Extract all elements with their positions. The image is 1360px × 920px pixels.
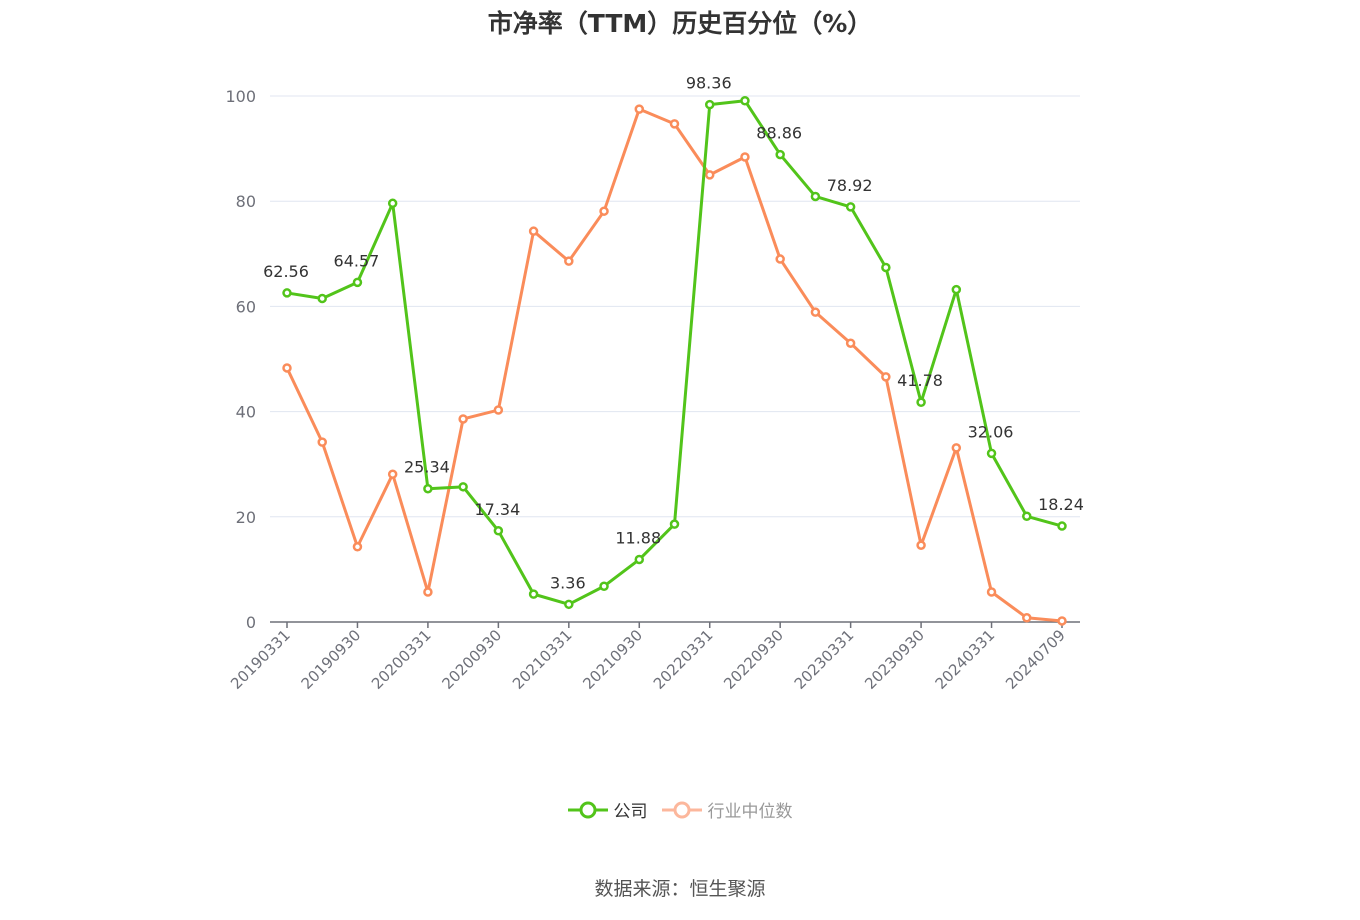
data-point[interactable] xyxy=(1022,613,1032,623)
chart-title: 市净率（TTM）历史百分位（%） xyxy=(487,9,873,38)
x-tick-label: 20190930 xyxy=(298,626,365,693)
y-tick-label: 0 xyxy=(246,613,256,632)
data-point[interactable] xyxy=(423,587,433,597)
data-point[interactable] xyxy=(669,119,680,129)
data-point[interactable] xyxy=(810,307,821,317)
data-label: 62.56 xyxy=(263,262,309,281)
data-point[interactable] xyxy=(845,338,856,348)
data-label: 18.24 xyxy=(1038,495,1084,514)
data-point[interactable] xyxy=(387,469,398,479)
data-point[interactable] xyxy=(458,414,468,424)
data-point[interactable] xyxy=(669,519,680,529)
data-point[interactable] xyxy=(458,482,468,492)
company-line-marker-icon xyxy=(567,801,608,818)
data-point[interactable] xyxy=(916,397,926,407)
data-point[interactable] xyxy=(352,542,363,552)
y-tick-label: 80 xyxy=(236,192,256,211)
x-tick-label: 20220930 xyxy=(720,626,787,693)
data-label: 3.36 xyxy=(550,573,586,592)
data-label: 88.86 xyxy=(756,124,802,143)
data-label: 41.78 xyxy=(897,371,943,390)
y-tick-label: 20 xyxy=(236,508,256,527)
data-label: 17.34 xyxy=(474,500,520,519)
line-chart: 0 20 40 60 80 100 20190331 20190930 20200331 2020… xyxy=(225,74,1084,693)
data-label: 25.34 xyxy=(404,458,450,477)
industry-line-marker-icon xyxy=(661,801,702,818)
data-point[interactable] xyxy=(1057,616,1067,626)
y-tick-label: 100 xyxy=(225,87,256,106)
data-point[interactable] xyxy=(528,226,539,236)
data-label: 78.92 xyxy=(827,176,873,195)
y-tick-label: 40 xyxy=(236,403,256,422)
x-tick-label: 20230930 xyxy=(861,626,928,693)
data-point[interactable] xyxy=(704,99,715,110)
data-point[interactable] xyxy=(740,95,750,106)
data-point[interactable] xyxy=(986,587,997,597)
data-point[interactable] xyxy=(599,206,609,216)
x-tick-label: 20240709 xyxy=(1002,626,1069,693)
legend-item-industry[interactable]: 行业中位数 xyxy=(661,797,793,822)
data-point[interactable] xyxy=(1022,511,1032,522)
data-point[interactable] xyxy=(493,526,504,536)
legend-label-company: 公司 xyxy=(613,802,648,822)
data-point[interactable] xyxy=(634,554,645,565)
legend-item-company[interactable]: 公司 xyxy=(567,797,648,822)
data-point[interactable] xyxy=(775,254,785,264)
data-point[interactable] xyxy=(951,443,962,453)
data-point[interactable] xyxy=(775,149,785,160)
data-point[interactable] xyxy=(881,372,891,382)
data-label: 98.36 xyxy=(686,74,732,93)
data-point[interactable] xyxy=(916,540,926,550)
data-label: 11.88 xyxy=(615,529,661,548)
data-point[interactable] xyxy=(564,256,574,266)
x-tick-label: 20240331 xyxy=(932,626,999,693)
data-point[interactable] xyxy=(951,284,962,295)
data-point[interactable] xyxy=(740,152,750,162)
series-company: 62.56 64.57 25.34 17.34 3.36 11.88 98.36 88.86 7… xyxy=(263,74,1084,610)
chart-legend: 公司 行业中位数 xyxy=(0,797,1360,822)
x-tick-label: 20210930 xyxy=(579,626,646,693)
x-tick-label: 20220331 xyxy=(650,626,717,693)
x-tick-label: 20200331 xyxy=(368,626,435,693)
data-point[interactable] xyxy=(282,363,292,373)
data-point[interactable] xyxy=(599,581,609,591)
data-point[interactable] xyxy=(387,198,398,209)
data-point[interactable] xyxy=(845,202,856,212)
data-point[interactable] xyxy=(634,104,645,114)
series-industry xyxy=(282,104,1067,626)
data-point[interactable] xyxy=(986,448,997,459)
data-point[interactable] xyxy=(317,437,327,447)
x-tick-label: 20200930 xyxy=(438,626,505,693)
data-point[interactable] xyxy=(881,262,891,273)
data-point[interactable] xyxy=(423,483,433,494)
data-point[interactable] xyxy=(1057,521,1067,531)
data-point[interactable] xyxy=(810,191,821,202)
x-tick-label: 20210331 xyxy=(509,626,576,693)
data-label: 64.57 xyxy=(334,251,380,270)
data-point[interactable] xyxy=(317,293,327,304)
data-point[interactable] xyxy=(528,589,539,599)
data-point[interactable] xyxy=(352,277,363,288)
data-point[interactable] xyxy=(493,405,504,415)
x-tick-label: 20190331 xyxy=(227,626,294,693)
data-point[interactable] xyxy=(564,599,574,610)
y-tick-label: 60 xyxy=(236,297,256,316)
x-tick-label: 20230331 xyxy=(791,626,858,693)
legend-label-industry: 行业中位数 xyxy=(707,802,793,822)
data-point[interactable] xyxy=(704,170,715,180)
data-source-note: 数据来源：恒生聚源 xyxy=(594,878,766,900)
data-label: 32.06 xyxy=(968,422,1014,441)
data-point[interactable] xyxy=(282,288,292,298)
